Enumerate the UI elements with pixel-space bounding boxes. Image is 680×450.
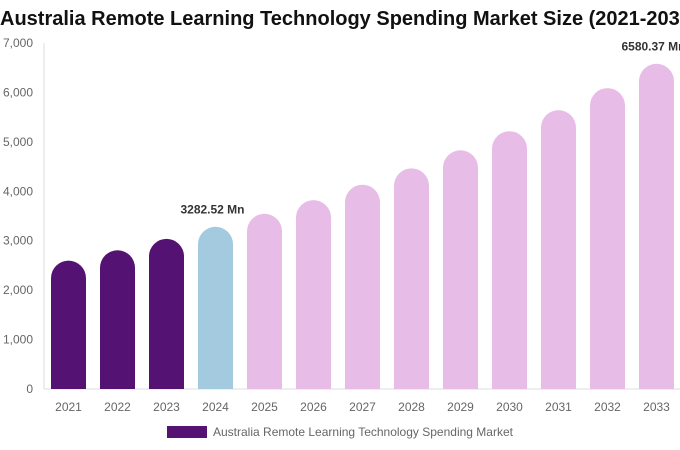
legend: Australia Remote Learning Technology Spe… xyxy=(167,425,513,439)
y-tick-label: 3,000 xyxy=(3,234,33,248)
x-tick-label: 2021 xyxy=(55,400,82,414)
data-label-2033: 6580.37 Mn xyxy=(621,40,680,54)
x-tick-label: 2027 xyxy=(349,400,376,414)
bar-2030 xyxy=(492,131,527,390)
bar-2025 xyxy=(247,213,282,389)
bar-2026 xyxy=(296,200,331,389)
x-tick-label: 2028 xyxy=(398,400,425,414)
x-tick-label: 2023 xyxy=(153,400,180,414)
y-tick-label: 1,000 xyxy=(3,333,33,347)
y-tick-label: 7,000 xyxy=(3,36,33,50)
x-tick-label: 2025 xyxy=(251,400,278,414)
x-tick-label: 2022 xyxy=(104,400,131,414)
bar-2028 xyxy=(394,168,429,389)
x-tick-label: 2029 xyxy=(447,400,474,414)
y-tick-label: 5,000 xyxy=(3,135,33,149)
bar-2023 xyxy=(149,238,184,389)
bar-2031 xyxy=(541,110,576,389)
x-tick-label: 2024 xyxy=(202,400,229,414)
y-tick-label: 6,000 xyxy=(3,85,33,99)
bar-2024 xyxy=(198,226,233,389)
x-tick-label: 2026 xyxy=(300,400,327,414)
x-tick-label: 2033 xyxy=(643,400,670,414)
bar-2027 xyxy=(345,184,380,389)
x-tick-label: 2031 xyxy=(545,400,572,414)
y-tick-label: 0 xyxy=(26,382,33,396)
y-tick-label: 2,000 xyxy=(3,283,33,297)
y-tick-label: 4,000 xyxy=(3,184,33,198)
legend-label: Australia Remote Learning Technology Spe… xyxy=(213,425,513,439)
data-label-2024: 3282.52 Mn xyxy=(180,203,244,217)
bar-2022 xyxy=(100,250,135,389)
legend-swatch xyxy=(167,426,207,438)
bar-2021 xyxy=(51,260,86,389)
bar-2033 xyxy=(639,63,674,390)
bar-2029 xyxy=(443,150,478,389)
bar-2032 xyxy=(590,88,625,389)
chart-title: Australia Remote Learning Technology Spe… xyxy=(0,8,680,30)
x-tick-label: 2030 xyxy=(496,400,523,414)
x-tick-label: 2032 xyxy=(594,400,621,414)
